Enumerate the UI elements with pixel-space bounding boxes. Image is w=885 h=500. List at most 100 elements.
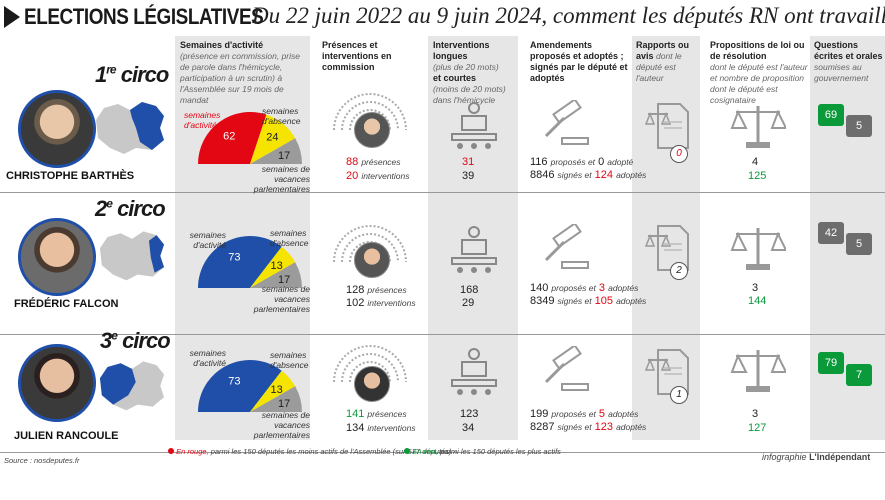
propositions-auteur: 3 [752, 408, 759, 420]
interventions-value: 134 interventions [346, 422, 416, 434]
pie-label-absence: semaines d'absence [270, 228, 309, 248]
green-dot-icon [404, 448, 410, 454]
department-map-icon [99, 361, 165, 411]
header-questions: Questions écrites et orales soumises au … [814, 40, 883, 83]
questions-bubble-second: 5 [846, 233, 872, 255]
pie-label-vacances: semaines de vacances parlementaires [253, 164, 310, 194]
pie-value-absence: 24 [266, 132, 278, 144]
page-title: ELECTIONS LÉGISLATIVES [24, 4, 264, 29]
interventions-value: 20 interventions [346, 170, 410, 182]
long-interventions-value: 31 [462, 156, 475, 168]
header-interventions: Interventions longues (plus de 20 mots) … [433, 40, 506, 105]
gavel-icon [544, 224, 589, 269]
department-map-icon [96, 102, 164, 154]
questions-bubble-second: 7 [846, 364, 872, 386]
pie-slice-activite [198, 236, 282, 288]
presences-value: 128 présences [346, 284, 407, 296]
red-dot-icon [168, 448, 174, 454]
pie-label-activite: semaines d'activité [189, 348, 226, 368]
activity-semi-pie: 73 13 17 [198, 236, 302, 288]
avatar [18, 90, 96, 168]
tribune-icon [451, 102, 497, 149]
deputy-name: CHRISTOPHE BARTHÈS [6, 170, 135, 182]
department-map-icon [99, 231, 165, 281]
amendements-proposes: 199 proposés et 5 adoptés [530, 408, 639, 420]
long-interventions-value: 168 [460, 284, 479, 296]
short-interventions-value: 34 [462, 422, 475, 434]
presences-value: 88 présences [346, 156, 401, 168]
rapports-badge: 1 [670, 386, 688, 404]
propositions-cosign: 125 [748, 170, 767, 182]
scale-icon [730, 350, 786, 392]
questions-bubble-first: 79 [818, 352, 844, 374]
amendements-proposes: 116 proposés et 0 adopté [530, 156, 634, 168]
document-scale-icon [644, 225, 689, 271]
questions-bubble-second: 5 [846, 115, 872, 137]
propositions-cosign: 127 [748, 422, 767, 434]
gavel-icon [544, 346, 589, 391]
gavel-icon [544, 100, 589, 145]
short-interventions-value: 39 [462, 170, 475, 182]
tribune-icon [451, 348, 497, 395]
pie-slice-activite [198, 112, 267, 164]
avatar [354, 112, 390, 148]
hemicycle-icon [333, 225, 407, 263]
pie-label-activite: semaines d'activité [189, 230, 226, 250]
pie-slice-absence [250, 114, 296, 164]
row-divider [0, 334, 885, 335]
pie-value-absence: 13 [271, 384, 283, 396]
page-subtitle: Du 22 juin 2022 au 9 juin 2024, comment … [252, 3, 885, 28]
amendements-signes: 8349 signés et 105 adoptés [530, 295, 647, 307]
legend-green: En vert, parmi les 150 députés les plus … [404, 447, 561, 456]
activity-semi-pie: 73 13 17 [198, 360, 302, 412]
rapports-badge: 0 [670, 145, 688, 163]
pie-slice-absence [250, 370, 296, 412]
pie-slice-vacances [250, 262, 302, 288]
avatar [354, 242, 390, 278]
scale-icon [730, 228, 786, 270]
pie-slice-absence [250, 246, 296, 288]
amendements-signes: 8846 signés et 124 adoptés [530, 169, 647, 181]
source-note: Source : nosdeputes.fr [4, 456, 80, 465]
pie-label-absence: semaines d'absence [270, 350, 309, 370]
pie-slice-vacances [250, 138, 302, 164]
long-interventions-value: 123 [460, 408, 479, 420]
document-scale-icon [644, 349, 689, 395]
document-scale-icon [644, 103, 689, 149]
short-interventions-value: 29 [462, 297, 475, 309]
pie-label-vacances: semaines de vacances parlementaires [253, 284, 310, 314]
credit: infographie L'Indépendant [762, 452, 871, 462]
tribune-icon [451, 226, 497, 273]
header-rapports: Rapports ou avis dont le député est l'au… [636, 40, 689, 83]
rapports-badge: 2 [670, 262, 688, 280]
propositions-cosign: 144 [748, 295, 767, 307]
amendements-proposes: 140 proposés et 3 adoptés [530, 282, 639, 294]
header-activity: Semaines d'activité (présence en commiss… [180, 40, 300, 105]
pie-value-vacances: 17 [278, 274, 290, 286]
avatar [354, 366, 390, 402]
pie-label-vacances: semaines de vacances parlementaires [253, 410, 310, 440]
circo-label: 2e circo [95, 196, 166, 221]
interventions-value: 102 interventions [346, 297, 416, 309]
pie-label-activite: semaines d'activité [184, 110, 221, 130]
questions-bubble-first: 42 [818, 222, 844, 244]
deputy-name: FRÉDÉRIC FALCON [14, 298, 119, 310]
amendements-signes: 8287 signés et 123 adoptés [530, 421, 647, 433]
avatar [18, 218, 96, 296]
row-divider [0, 452, 885, 453]
header-amendements: Amendements proposés et adoptés ; signés… [530, 40, 628, 83]
pie-value-absence: 13 [271, 260, 283, 272]
pie-value-vacances: 17 [278, 398, 290, 410]
legend-red: En rouge, parmi les 150 députés les moin… [168, 447, 456, 456]
title-arrow-icon [4, 6, 20, 28]
scale-icon [730, 106, 786, 148]
pie-label-absence: semaines d'absence [262, 106, 301, 126]
pie-value-activite: 73 [228, 375, 240, 387]
deputy-name: JULIEN RANCOULE [14, 430, 119, 442]
avatar [18, 344, 96, 422]
pie-slice-activite [198, 360, 282, 412]
header-propositions: Propositions de loi ou de résolution don… [710, 40, 808, 105]
pie-value-activite: 62 [223, 130, 235, 142]
hemicycle-icon [333, 345, 407, 383]
